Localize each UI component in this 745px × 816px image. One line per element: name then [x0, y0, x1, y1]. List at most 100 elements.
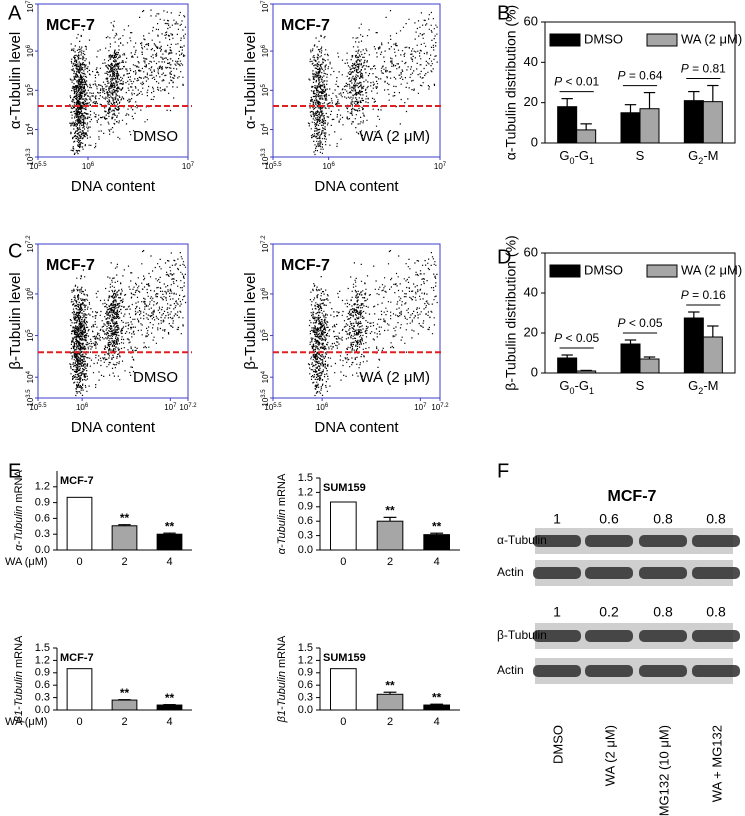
y-axis-label: β-Tubulin level — [242, 272, 259, 369]
text-part: 10 — [182, 162, 191, 171]
text-part: 10 — [414, 403, 423, 412]
plot-annotation: WA (2 μM) — [359, 128, 430, 145]
significance-label: ** — [120, 511, 130, 525]
x-tick-label: 105.5 — [264, 403, 282, 413]
blot-band — [692, 567, 740, 579]
y-tick-label: 0.3 — [35, 692, 50, 704]
x-tick-label: 4 — [434, 716, 440, 728]
text-part: 6 — [261, 44, 267, 48]
y-tick-label: 104 — [261, 123, 271, 136]
text-part: 2 — [698, 386, 703, 396]
x-tick-label: S — [636, 378, 645, 393]
x-axis-label: WA (μM) — [5, 556, 48, 568]
text-part: 3.3 — [261, 148, 267, 157]
bar — [620, 343, 641, 374]
text-part: 7 — [443, 162, 447, 168]
blot-band — [533, 567, 581, 579]
y-tick-label: 0.3 — [35, 528, 50, 540]
bar — [557, 357, 578, 374]
y-tick-label: 107.2 — [26, 235, 36, 253]
text-part: 10 — [261, 397, 270, 406]
plot-frame — [272, 243, 441, 399]
x-axis-label: DNA content — [71, 419, 156, 436]
y-axis-label: α-Tubulin mRNA — [276, 473, 288, 554]
text-part: 10 — [261, 48, 270, 57]
legend-swatch — [549, 33, 581, 47]
text-part: -M — [703, 378, 718, 393]
text-part: -M — [703, 148, 718, 163]
panel-label: D — [497, 246, 511, 268]
text-part: 10 — [26, 374, 35, 383]
event-dots — [307, 10, 438, 156]
y-axis-label: β-Tubulin distribution (%) — [503, 235, 519, 390]
bar — [66, 496, 93, 551]
y-tick-label: 40 — [524, 54, 538, 69]
blot-band — [639, 630, 687, 642]
text-part: 10 — [431, 403, 440, 412]
text-part: P — [681, 288, 689, 302]
text-part: 10 — [261, 126, 270, 135]
x-tick-label: 2 — [387, 556, 393, 568]
text-part: G — [559, 378, 569, 393]
text-part: 6 — [26, 44, 32, 48]
y-tick-label: 105 — [261, 329, 271, 342]
plot-title: MCF-7 — [46, 17, 95, 34]
plot-annotation: DMSO — [133, 128, 178, 145]
x-tick-label: 4 — [166, 716, 172, 728]
legend-label: WA (2 μM) — [681, 262, 742, 277]
y-tick-label: 103.5 — [261, 389, 271, 407]
text-part: 10 — [26, 397, 35, 406]
y-tick-label: 0.6 — [298, 679, 313, 691]
lane-label: MG132 (10 μM) — [656, 725, 671, 816]
panel-label: B — [497, 2, 510, 24]
text-part: 6 — [26, 287, 32, 291]
text-part: 0.0 — [298, 704, 313, 716]
plot-title: MCF-7 — [60, 475, 94, 487]
band-ratio: 0.8 — [653, 604, 673, 620]
x-tick-label: 107 — [182, 162, 195, 172]
blot-band — [639, 665, 687, 677]
y-tick-label: 0.6 — [298, 515, 313, 527]
text-part: P — [617, 69, 625, 83]
x-tick-label: 105.5 — [264, 162, 282, 172]
significance-label: P < 0.01 — [554, 75, 599, 89]
y-tick-label: 20 — [524, 324, 538, 339]
y-tick-label: 103.3 — [261, 148, 271, 166]
blot-row-label: β-Tubulin — [497, 628, 547, 642]
text-part: S — [636, 378, 645, 393]
text-part: 6 — [331, 162, 335, 168]
text-part: 7.2 — [26, 0, 32, 4]
y-tick-label: 1.2 — [35, 481, 50, 493]
blot-band — [639, 567, 687, 579]
y-tick-label: 60 — [524, 244, 538, 259]
text-part: < 0.05 — [562, 331, 599, 345]
y-tick-label: 0.0 — [35, 704, 50, 716]
text-part: 10 — [29, 162, 38, 171]
x-tick-label: 106 — [76, 403, 89, 413]
bar — [423, 704, 451, 711]
event-dots — [307, 250, 438, 397]
x-tick-label: 106 — [323, 162, 336, 172]
y-tick-label: 1.2 — [35, 654, 50, 666]
text-part: 10 — [29, 403, 38, 412]
significance-label: P = 0.64 — [617, 69, 662, 83]
text-part: β1-Tubulin — [13, 671, 25, 723]
text-part: G — [688, 148, 698, 163]
text-part: 10 — [261, 3, 270, 12]
text-part: mRNA — [276, 473, 288, 509]
y-tick-label: 104 — [261, 370, 271, 383]
significance-label: ** — [432, 690, 442, 704]
blot-band — [692, 630, 740, 642]
y-tick-label: 0.0 — [298, 704, 313, 716]
text-part: 10 — [26, 156, 35, 165]
blot-band — [692, 665, 740, 677]
text-part: 3.3 — [26, 148, 32, 157]
y-axis-label: β1-Tubulin mRNA — [13, 635, 25, 723]
x-tick-label: G2-M — [688, 148, 718, 166]
text-part: 10 — [264, 162, 273, 171]
x-tick-label: 105.5 — [29, 403, 47, 413]
band-ratio: 0.6 — [599, 511, 619, 527]
text-part: P — [554, 331, 562, 345]
text-part: 3.5 — [26, 389, 32, 398]
